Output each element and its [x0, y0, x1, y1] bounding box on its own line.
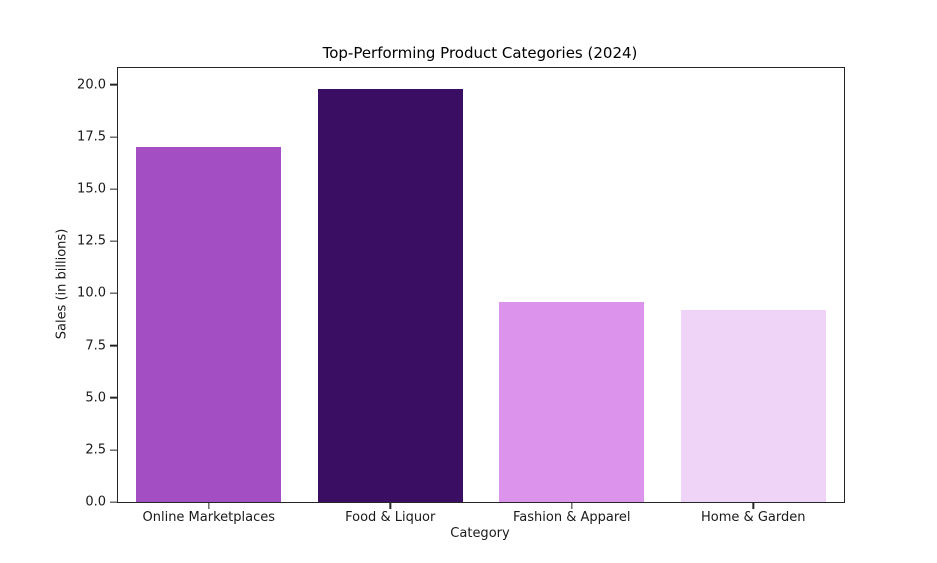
x-tick-mark: [752, 502, 754, 509]
y-tick-mark: [110, 449, 117, 451]
bar-home-garden: [680, 310, 826, 502]
y-axis-label: Sales (in billions): [54, 228, 70, 340]
y-tick-label: 5.0: [85, 390, 106, 406]
x-tick-label-home-garden: Home & Garden: [701, 510, 806, 525]
y-tick-label: 2.5: [85, 442, 106, 458]
x-tick-mark: [208, 502, 210, 509]
bar-food-liquor: [317, 88, 463, 502]
y-tick-label: 0.0: [85, 494, 106, 510]
plot-area: 0.0 2.5 5.0 7.5 10.0 12.5 15.0 17.5 20.0 Online M…: [77, 67, 845, 524]
chart-title: Top-Performing Product Categories (2024): [322, 44, 638, 62]
x-axis-label: Category: [450, 526, 510, 541]
y-tick-mark: [110, 501, 117, 503]
y-tick-label: 17.5: [77, 129, 106, 145]
bar-fashion-apparel: [499, 301, 645, 502]
y-tick-label: 7.5: [85, 338, 106, 354]
y-tick-mark: [110, 240, 117, 242]
x-tick-mark: [571, 502, 573, 509]
y-tick-label: 12.5: [77, 233, 106, 249]
y-tick-label: 15.0: [77, 181, 106, 197]
y-tick-mark: [110, 292, 117, 295]
y-tick-mark: [110, 397, 117, 399]
y-tick-mark: [110, 84, 117, 86]
y-tick-label: 20.0: [77, 77, 106, 93]
y-tick-mark: [110, 136, 117, 138]
y-tick-mark: [110, 344, 117, 347]
bar-online-marketplaces: [136, 147, 282, 502]
x-tick-label-food-liquor: Food & Liquor: [345, 510, 436, 525]
x-tick-label-online-marketplaces: Online Marketplaces: [142, 510, 276, 525]
x-tick-label-fashion-apparel: Fashion & Apparel: [512, 510, 631, 525]
y-tick-label: 10.0: [77, 285, 106, 301]
x-tick-mark: [389, 502, 391, 509]
y-tick-mark: [110, 188, 117, 190]
